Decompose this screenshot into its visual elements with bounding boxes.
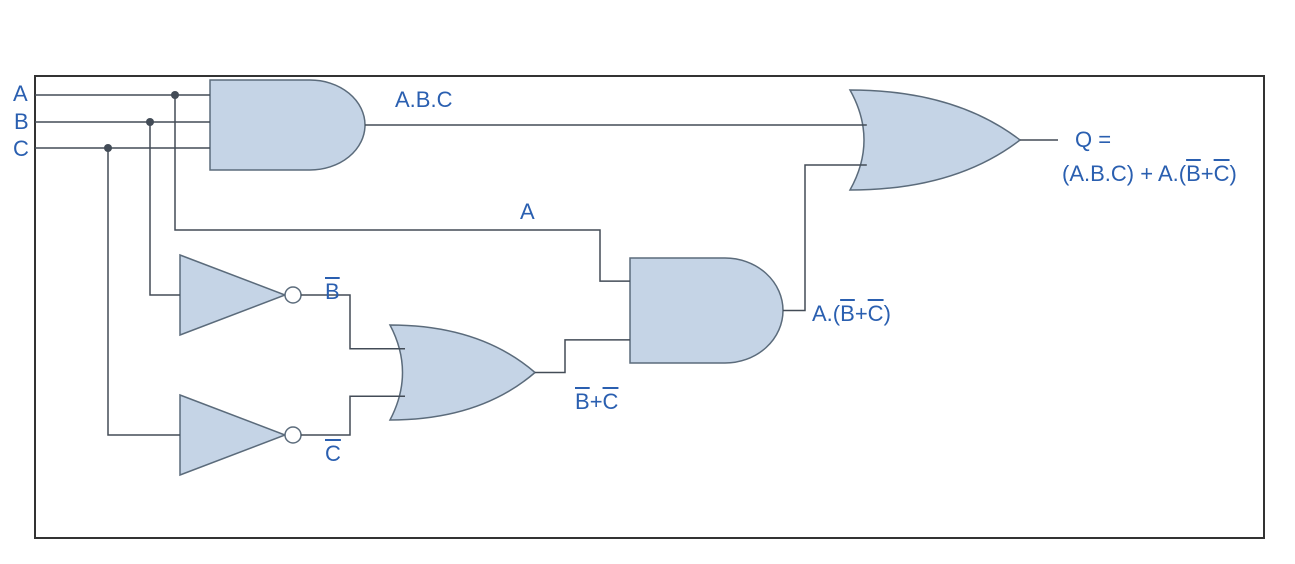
label-a-bc: A.(B+C) xyxy=(812,300,891,328)
label-c-bar: C xyxy=(325,440,341,468)
label-q-line1: Q = xyxy=(1075,126,1111,154)
logic-diagram: A B C A.B.C A B C B+C A.(B+C) Q = (A.B.C… xyxy=(0,0,1295,564)
label-abc: A.B.C xyxy=(395,86,452,114)
input-label-a: A xyxy=(13,80,28,108)
label-a-mid: A xyxy=(520,198,535,226)
input-label-b: B xyxy=(14,108,29,136)
input-label-c: C xyxy=(13,135,29,163)
or-gate-output xyxy=(850,90,1020,190)
or-gate-bc xyxy=(390,325,535,420)
label-bc-or: B+C xyxy=(575,388,618,416)
and-gate-abc xyxy=(210,80,365,170)
and-gate-a-bc xyxy=(630,258,783,363)
label-b-bar: B xyxy=(325,278,340,306)
label-q-line2: (A.B.C) + A.(B+C) xyxy=(1062,160,1237,188)
